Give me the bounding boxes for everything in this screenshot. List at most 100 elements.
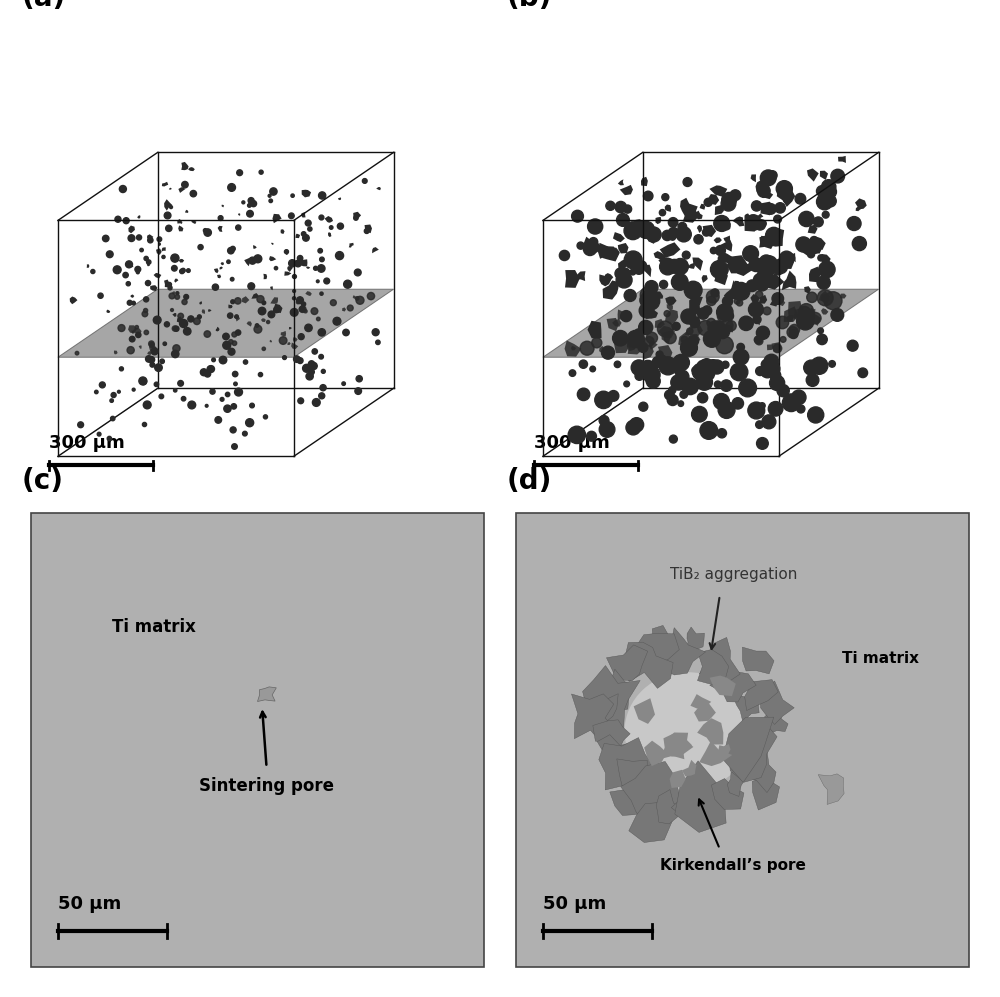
Circle shape — [230, 246, 235, 251]
Circle shape — [670, 228, 679, 237]
Circle shape — [293, 290, 296, 292]
Polygon shape — [372, 247, 379, 253]
Circle shape — [129, 336, 135, 342]
Circle shape — [804, 360, 819, 375]
Circle shape — [645, 362, 656, 373]
Polygon shape — [718, 744, 731, 758]
Polygon shape — [70, 296, 77, 304]
Circle shape — [318, 265, 325, 272]
Circle shape — [606, 201, 615, 210]
Circle shape — [263, 415, 268, 419]
Circle shape — [669, 234, 676, 240]
Circle shape — [698, 321, 713, 336]
Polygon shape — [238, 213, 240, 215]
Polygon shape — [821, 308, 828, 315]
Polygon shape — [752, 778, 780, 810]
Circle shape — [773, 344, 782, 353]
Polygon shape — [583, 666, 640, 733]
Circle shape — [319, 355, 323, 359]
Circle shape — [270, 187, 277, 195]
Polygon shape — [177, 316, 183, 323]
Circle shape — [123, 272, 128, 278]
Polygon shape — [764, 192, 773, 199]
Circle shape — [197, 315, 201, 319]
Polygon shape — [656, 291, 663, 299]
Circle shape — [588, 242, 599, 252]
Circle shape — [614, 361, 621, 368]
Polygon shape — [162, 247, 166, 251]
Polygon shape — [263, 274, 267, 279]
Polygon shape — [759, 295, 767, 304]
Polygon shape — [147, 263, 150, 266]
Circle shape — [126, 281, 130, 286]
Circle shape — [135, 266, 141, 272]
Polygon shape — [737, 264, 753, 276]
Circle shape — [746, 280, 758, 291]
Polygon shape — [599, 738, 655, 790]
Circle shape — [230, 277, 234, 281]
Circle shape — [215, 417, 222, 423]
Polygon shape — [217, 274, 221, 278]
Polygon shape — [692, 257, 703, 271]
Polygon shape — [627, 339, 637, 351]
Circle shape — [248, 203, 251, 207]
Polygon shape — [543, 289, 879, 357]
Circle shape — [188, 316, 194, 322]
Polygon shape — [172, 291, 175, 294]
Circle shape — [559, 250, 570, 260]
Circle shape — [620, 268, 630, 278]
Text: 50 μm: 50 μm — [58, 894, 121, 912]
Text: (b): (b) — [507, 0, 552, 12]
Circle shape — [181, 397, 186, 401]
Polygon shape — [779, 300, 785, 306]
Circle shape — [700, 422, 718, 440]
Circle shape — [739, 355, 746, 361]
Circle shape — [733, 349, 749, 365]
Circle shape — [171, 254, 179, 262]
Circle shape — [710, 360, 724, 374]
Circle shape — [623, 205, 632, 213]
Polygon shape — [788, 253, 796, 262]
Polygon shape — [257, 687, 276, 702]
Circle shape — [757, 438, 768, 450]
Circle shape — [187, 269, 190, 272]
Circle shape — [726, 326, 732, 331]
Polygon shape — [634, 221, 644, 231]
Circle shape — [303, 234, 309, 241]
Circle shape — [305, 220, 311, 226]
Circle shape — [587, 432, 596, 442]
Circle shape — [782, 188, 792, 199]
Circle shape — [753, 274, 766, 286]
Polygon shape — [744, 213, 750, 219]
Polygon shape — [272, 213, 282, 223]
Polygon shape — [670, 770, 686, 788]
Polygon shape — [647, 235, 657, 244]
Circle shape — [775, 202, 785, 213]
Circle shape — [312, 399, 320, 407]
Circle shape — [755, 277, 769, 291]
Circle shape — [267, 320, 270, 324]
Circle shape — [372, 329, 379, 336]
Polygon shape — [709, 185, 727, 197]
Circle shape — [684, 281, 702, 299]
Circle shape — [119, 367, 123, 371]
Polygon shape — [732, 216, 744, 226]
Circle shape — [624, 221, 642, 239]
Polygon shape — [718, 252, 734, 263]
Circle shape — [364, 228, 369, 233]
Text: (d): (d) — [507, 468, 552, 496]
Polygon shape — [571, 346, 576, 350]
Circle shape — [672, 322, 680, 330]
Polygon shape — [665, 309, 678, 325]
Polygon shape — [643, 345, 654, 360]
Polygon shape — [697, 718, 723, 745]
Polygon shape — [306, 266, 310, 269]
Polygon shape — [607, 318, 619, 331]
Circle shape — [617, 213, 629, 226]
Circle shape — [178, 313, 184, 319]
Polygon shape — [261, 318, 266, 322]
Polygon shape — [270, 297, 278, 304]
Circle shape — [688, 336, 699, 346]
Circle shape — [760, 364, 774, 378]
Circle shape — [707, 296, 716, 305]
